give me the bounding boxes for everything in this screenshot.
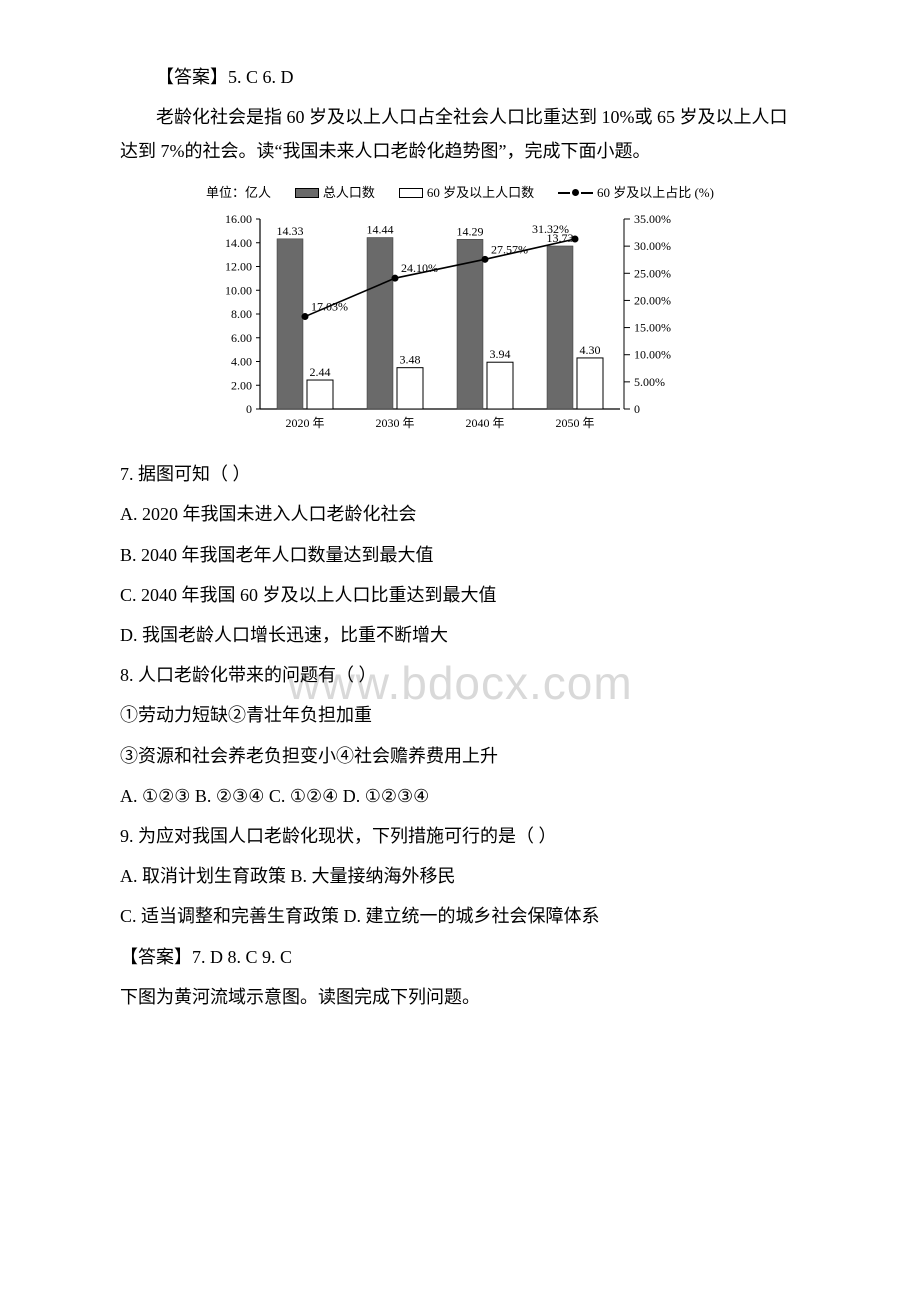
q8-line1: ①劳动力短缺②青壮年负担加重 [120,698,800,732]
legend-elder-count: 60 岁及以上人口数 [399,181,534,206]
svg-text:10.00: 10.00 [225,284,252,298]
svg-text:2040 年: 2040 年 [465,416,504,430]
svg-text:31.32%: 31.32% [532,222,569,236]
svg-text:30.00%: 30.00% [634,239,671,253]
svg-text:10.00%: 10.00% [634,348,671,362]
q7-optA: A. 2020 年我国未进入人口老龄化社会 [120,497,800,531]
svg-text:2.00: 2.00 [231,379,252,393]
q7-stem: 7. 据图可知（ ） [120,457,800,491]
svg-text:12.00: 12.00 [225,260,252,274]
q8-line2: ③资源和社会养老负担变小④社会赡养费用上升 [120,739,800,773]
legend-elder-pct: 60 岁及以上占比 (%) [558,181,714,206]
next-intro: 下图为黄河流域示意图。读图完成下列问题。 [120,980,800,1014]
intro-text: 老龄化社会是指 60 岁及以上人口占全社会人口比重达到 10%或 65 岁及以上… [120,100,800,168]
svg-text:14.29: 14.29 [457,225,484,239]
svg-text:27.57%: 27.57% [491,243,528,257]
q7-optD: D. 我国老龄人口增长迅速，比重不断增大 [120,618,800,652]
aging-chart: 单位：亿人 总人口数 60 岁及以上人口数 60 岁及以上占比 (%) 16.0… [200,181,720,442]
q7-optB: B. 2040 年我国老年人口数量达到最大值 [120,538,800,572]
svg-text:15.00%: 15.00% [634,321,671,335]
legend-elder-pct-label: 60 岁及以上占比 (%) [597,181,714,206]
q9-optAB: A. 取消计划生育政策 B. 大量接纳海外移民 [120,859,800,893]
svg-text:6.00: 6.00 [231,331,252,345]
svg-text:35.00%: 35.00% [634,212,671,226]
svg-text:17.03%: 17.03% [311,300,348,314]
svg-text:16.00: 16.00 [225,212,252,226]
legend-elder-count-label: 60 岁及以上人口数 [427,181,534,206]
svg-text:0: 0 [246,402,252,416]
legend-total: 总人口数 [295,181,375,206]
unit-label: 单位：亿人 [206,181,271,206]
svg-text:25.00%: 25.00% [634,267,671,281]
svg-text:14.33: 14.33 [277,224,304,238]
svg-text:3.94: 3.94 [490,347,511,361]
svg-text:24.10%: 24.10% [401,261,438,275]
chart-svg: 16.00 14.00 12.00 10.00 8.00 6.00 4.00 2.00 0 35.… [200,209,720,441]
svg-text:2.44: 2.44 [310,365,331,379]
swatch-solid-icon [295,188,319,198]
answer-5-6: 【答案】5. C 6. D [120,60,800,94]
q9-optCD: C. 适当调整和完善生育政策 D. 建立统一的城乡社会保障体系 [120,899,800,933]
legend-total-label: 总人口数 [323,181,375,206]
svg-text:4.00: 4.00 [231,355,252,369]
svg-text:2030 年: 2030 年 [375,416,414,430]
svg-text:3.48: 3.48 [400,353,421,367]
page-content: 【答案】5. C 6. D 老龄化社会是指 60 岁及以上人口占全社会人口比重达… [120,60,800,1014]
svg-text:2020 年: 2020 年 [285,416,324,430]
q8-opts: A. ①②③ B. ②③④ C. ①②④ D. ①②③④ [120,779,800,813]
svg-text:2050 年: 2050 年 [555,416,594,430]
svg-text:14.00: 14.00 [225,236,252,250]
q9-stem: 9. 为应对我国人口老龄化现状，下列措施可行的是（ ） [120,819,800,853]
chart-legend: 单位：亿人 总人口数 60 岁及以上人口数 60 岁及以上占比 (%) [200,181,720,210]
svg-text:14.44: 14.44 [367,223,394,237]
svg-text:20.00%: 20.00% [634,294,671,308]
svg-text:0: 0 [634,402,640,416]
swatch-outline-icon [399,188,423,198]
svg-text:4.30: 4.30 [580,343,601,357]
q8-stem: 8. 人口老龄化带来的问题有（ ） [120,658,800,692]
q7-optC: C. 2040 年我国 60 岁及以上人口比重达到最大值 [120,578,800,612]
swatch-line-icon [558,189,593,196]
answer-7-8-9: 【答案】7. D 8. C 9. C [120,940,800,974]
svg-text:5.00%: 5.00% [634,375,665,389]
svg-text:8.00: 8.00 [231,307,252,321]
